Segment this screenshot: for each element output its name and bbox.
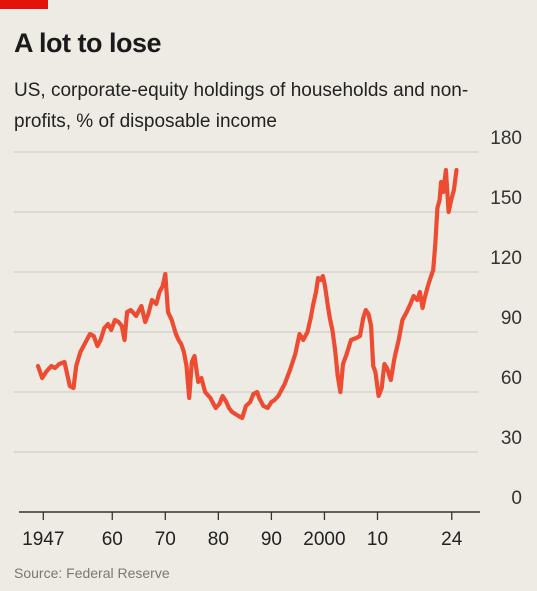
y-tick-label: 180 xyxy=(490,128,522,149)
y-tick-label: 90 xyxy=(501,308,522,329)
x-tick-label: 80 xyxy=(208,529,229,550)
series-layer xyxy=(35,167,459,421)
x-tick-label: 70 xyxy=(155,529,176,550)
chart-subtitle: US, corporate-equity holdings of househo… xyxy=(14,80,469,132)
x-axis xyxy=(19,511,480,520)
x-axis-tick-labels: 1947 60 70 80 90 2000 10 24 xyxy=(22,529,463,550)
y-tick-label: 60 xyxy=(501,368,522,389)
x-tick-label: 90 xyxy=(261,529,282,550)
gridlines xyxy=(14,151,478,453)
x-tick-label: 10 xyxy=(367,529,388,550)
x-tick-label: 60 xyxy=(102,529,123,550)
x-tick-label: 1947 xyxy=(22,529,64,550)
chart-title: A lot to lose xyxy=(14,28,162,58)
brand-accent-bar xyxy=(0,0,48,9)
y-axis-tick-labels: 0 30 60 90 120 150 180 xyxy=(490,128,522,509)
x-tick-label: 2000 xyxy=(303,529,345,550)
series-line-0 xyxy=(35,167,459,421)
x-tick-label: 24 xyxy=(441,529,463,550)
y-tick-label: 30 xyxy=(501,428,522,449)
y-tick-label: 0 xyxy=(511,488,522,509)
y-tick-label: 150 xyxy=(490,188,522,209)
y-tick-label: 120 xyxy=(490,248,522,269)
source-note: Source: Federal Reserve xyxy=(14,565,170,581)
